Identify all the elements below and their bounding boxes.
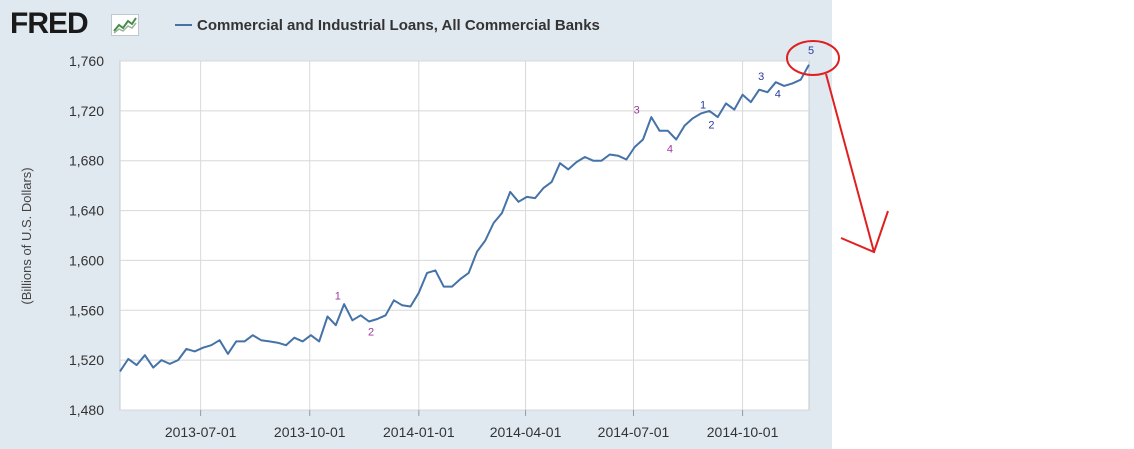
- grid-lines: [120, 60, 809, 411]
- y-axis-ticks: 1,480 1,520 1,560 1,600 1,640 1,680 1,720 1,760: [69, 53, 104, 418]
- y-tick-label: 1,720: [69, 103, 104, 119]
- annotation-label: 3: [634, 105, 640, 117]
- annotation-label: 2: [708, 120, 714, 132]
- x-tick-label: 2014-01-01: [383, 424, 455, 440]
- annotation-label: 2: [368, 326, 374, 338]
- x-tick-label: 2014-04-01: [490, 424, 562, 440]
- y-tick-label: 1,600: [69, 252, 104, 268]
- x-tick-label: 2013-10-01: [274, 424, 346, 440]
- highlight-circle: [786, 40, 840, 76]
- chart-legend: Commercial and Industrial Loans, All Com…: [175, 14, 600, 36]
- annotation-label: 1: [335, 290, 341, 302]
- annotation-label: 1: [700, 100, 706, 112]
- annotation-label: 4: [667, 143, 673, 155]
- y-tick-label: 1,760: [69, 53, 104, 69]
- series-line: [119, 64, 810, 372]
- y-tick-label: 1,480: [69, 402, 104, 418]
- y-tick-label: 1,680: [69, 153, 104, 169]
- y-tick-label: 1,520: [69, 352, 104, 368]
- x-tick-label: 2013-07-01: [165, 424, 237, 440]
- down-arrow-shaft: [825, 73, 875, 253]
- y-tick-label: 1,560: [69, 302, 104, 318]
- x-tick-label: 2014-07-01: [598, 424, 670, 440]
- annotation-label: 5: [808, 45, 814, 57]
- x-tick-label: 2014-10-01: [707, 424, 779, 440]
- annotation-label: 4: [775, 88, 781, 100]
- annotation-label: 3: [758, 71, 764, 83]
- legend-swatch: [175, 24, 192, 26]
- legend-label: Commercial and Industrial Loans, All Com…: [197, 16, 600, 34]
- plot-area: [119, 60, 810, 411]
- fred-logo[interactable]: FRED: [10, 7, 89, 40]
- y-axis-label: (Billions of U.S. Dollars): [19, 167, 34, 304]
- fred-chart-logo-icon: [111, 14, 139, 36]
- y-tick-label: 1,640: [69, 203, 104, 219]
- x-axis-ticks: 2013-07-01 2013-10-01 2014-01-01 2014-04-01…: [165, 410, 779, 440]
- down-arrow-head: [840, 210, 889, 254]
